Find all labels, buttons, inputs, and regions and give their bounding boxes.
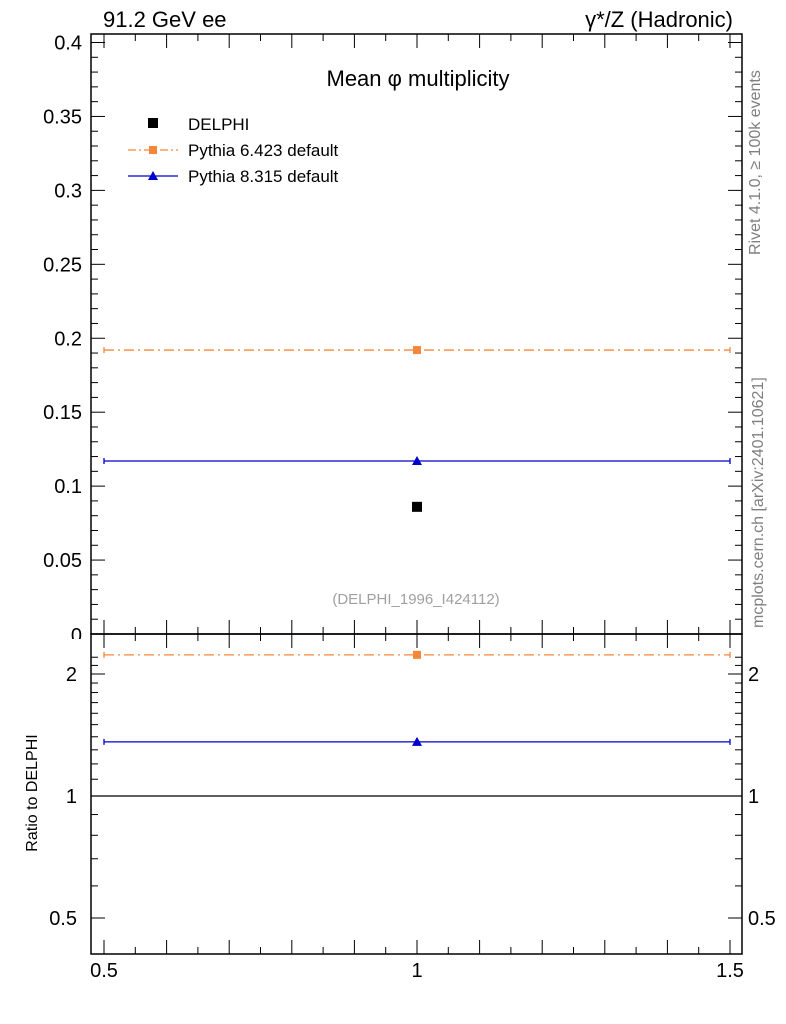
main-y-tick-labels: 0.05 0.1 0.15 0.2 0.25 0.3 0.35 0.4 0 [43,33,82,648]
main-y-tick-label: 0.1 [54,476,82,498]
ratio-series-group [103,650,731,746]
main-y-zero-label: 0 [71,625,82,647]
main-y-tick-label: 0.25 [43,254,82,276]
mcplots-label: mcplots.cern.ch [arXiv:2401.10621] [750,377,767,628]
analysis-tag: (DELPHI_1996_I424112) [332,591,499,608]
main-data-point [413,346,421,355]
legend-label-pythia8: Pythia 8.315 default [188,167,339,186]
process-label: γ*/Z (Hadronic) [585,7,733,32]
ratio-axis-ticks [91,634,742,954]
x-tick-label: 0.5 [90,960,118,982]
x-tick-label: 1.5 [716,960,744,982]
ratio-data-point [412,736,422,746]
main-y-tick-label: 0.15 [43,402,82,424]
ratio-data-point [413,650,421,659]
legend-marker-delphi [148,118,158,128]
main-y-tick-label: 0.3 [54,180,82,202]
main-data-point [412,501,422,512]
ratio-y-tick-label-right: 2 [748,664,759,686]
main-y-tick-label: 0.2 [54,328,82,350]
main-y-tick-label: 0.4 [54,33,82,55]
legend: DELPHI Pythia 6.423 default Pythia 8.315… [128,115,339,186]
legend-marker-pythia6 [149,146,157,154]
ratio-y-tick-labels: 0.5 0.5 1 1 2 2 [49,664,776,930]
main-data-point [412,455,422,465]
ratio-y-tick-label-right: 1 [748,786,759,808]
main-plot-panel: 0.05 0.1 0.15 0.2 0.25 0.3 0.35 0.4 0 Mean φ mul… [43,33,743,648]
plot-title: Mean φ multiplicity [327,66,510,91]
legend-label-delphi: DELPHI [188,115,249,134]
rivet-version-label: Rivet 4.1.0, ≥ 100k events [747,70,764,255]
main-series-group [103,346,731,512]
ratio-axis-title: Ratio to DELPHI [24,734,41,851]
ratio-y-tick-label-left: 0.5 [49,908,77,930]
legend-marker-pythia8 [148,171,158,180]
main-axis-ticks [91,34,742,635]
energy-label: 91.2 GeV ee [103,7,227,32]
ratio-y-tick-label-left: 1 [66,786,77,808]
ratio-y-tick-label-left: 2 [66,664,77,686]
x-tick-label: 1 [411,960,422,982]
ratio-y-tick-label-right: 0.5 [748,908,776,930]
ratio-plot-panel: 0.5 0.5 1 1 2 2 0.5 1 1.5 Ratio to DELPHI [24,633,776,982]
x-tick-labels: 0.5 1 1.5 [90,960,744,982]
main-y-tick-label: 0.05 [43,550,82,572]
ratio-plot-frame [90,633,743,955]
legend-label-pythia6: Pythia 6.423 default [188,141,339,160]
main-y-tick-label: 0.35 [43,106,82,128]
